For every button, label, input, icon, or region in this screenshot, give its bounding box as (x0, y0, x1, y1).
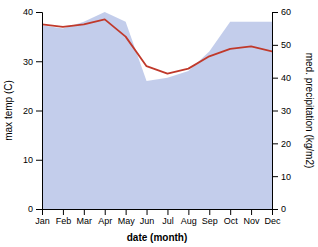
tick-label: Oct (224, 216, 239, 226)
tick-label: 40 (281, 73, 291, 83)
tick-mark (36, 12, 42, 13)
tick-mark (36, 160, 42, 161)
tick-mark (36, 61, 42, 62)
tick-mark (251, 209, 252, 215)
tick-label: 20 (281, 139, 291, 149)
tick-label: Jun (140, 216, 155, 226)
tick: Jul (162, 209, 174, 226)
tick-mark (105, 209, 106, 215)
tick-mark (272, 176, 278, 177)
tick-label: 50 (281, 40, 291, 50)
tick: 30 (272, 106, 291, 116)
marks (42, 12, 272, 209)
tick-label: Aug (181, 216, 197, 226)
tick-label: Jan (35, 216, 50, 226)
tick: Apr (98, 209, 112, 226)
tick-label: Nov (244, 216, 261, 226)
tick-mark (272, 12, 278, 13)
tick: 20 (23, 106, 42, 116)
tick-mark (36, 111, 42, 112)
tick-mark (126, 209, 127, 215)
tick-mark (63, 209, 64, 215)
tick: Sep (202, 209, 218, 226)
tick-label: May (118, 216, 136, 226)
tick: 0 (28, 204, 42, 214)
tick-label: 0 (28, 204, 33, 214)
axis-line (43, 210, 273, 216)
tick-label: Feb (56, 216, 72, 226)
tick-label: 0 (281, 204, 286, 214)
tick: 0 (272, 204, 286, 214)
tick-label: 30 (23, 57, 33, 67)
tick-label: Apr (98, 216, 112, 226)
x-axis: Jan Feb Mar Apr May Jun Jul Aug Sep Oct NovDec (35, 209, 281, 226)
tick-mark (230, 209, 231, 215)
tick-mark (36, 209, 42, 210)
tick-label: 60 (281, 7, 291, 17)
tick-label: 40 (23, 7, 33, 17)
tick-mark (272, 143, 278, 144)
tick: 10 (23, 155, 42, 165)
axis-line (273, 13, 279, 210)
plot: JanFebMarAprMayJunJulAugSepOctNovDec0102… (23, 7, 291, 226)
tick-label: Sep (202, 216, 218, 226)
tick-mark (272, 78, 278, 79)
tick: Aug (181, 209, 197, 226)
tick: 40 (272, 73, 291, 83)
tick-mark (272, 45, 278, 46)
tick: Oct (224, 209, 239, 226)
y2-axis-title: med. precipitation (kg/m2) (304, 53, 315, 169)
tick-mark (272, 209, 278, 210)
tick-label: 10 (281, 172, 291, 182)
tick-label: 10 (23, 155, 33, 165)
chart: JanFebMarAprMayJunJulAugSepOctNovDec0102… (0, 0, 318, 247)
tick-label: Jul (162, 216, 174, 226)
tick: Jun (140, 209, 155, 226)
tick-mark (188, 209, 189, 215)
tick-mark (167, 209, 168, 215)
x-axis-title: date (month) (127, 232, 188, 243)
tick-mark (147, 209, 148, 215)
tick: Jan (35, 209, 50, 226)
y-axis: 0 10 20 30 40 (23, 7, 43, 214)
y-axis-title: max temp (C) (3, 80, 14, 141)
tick-label: Mar (77, 216, 93, 226)
tick: 60 (272, 7, 291, 17)
tick-mark (84, 209, 85, 215)
tick: Dec (264, 209, 281, 226)
axis-line (36, 13, 43, 210)
line (42, 19, 272, 73)
tick: 20 (272, 139, 291, 149)
tick: 50 (272, 40, 291, 50)
tick: 10 (272, 172, 291, 182)
tick: 40 (23, 7, 42, 17)
tick: Nov (244, 209, 261, 226)
tick-label: 20 (23, 106, 33, 116)
tick: 30 (23, 57, 42, 67)
tick: Mar (77, 209, 93, 226)
tick-label: Dec (264, 216, 281, 226)
tick-mark (272, 111, 278, 112)
tick: May (118, 209, 136, 226)
tick-label: 30 (281, 106, 291, 116)
y2-axis: 0 10 20 30 40 50 60 (272, 7, 291, 214)
tick: Feb (56, 209, 72, 226)
tick-mark (209, 209, 210, 215)
area (42, 12, 272, 209)
